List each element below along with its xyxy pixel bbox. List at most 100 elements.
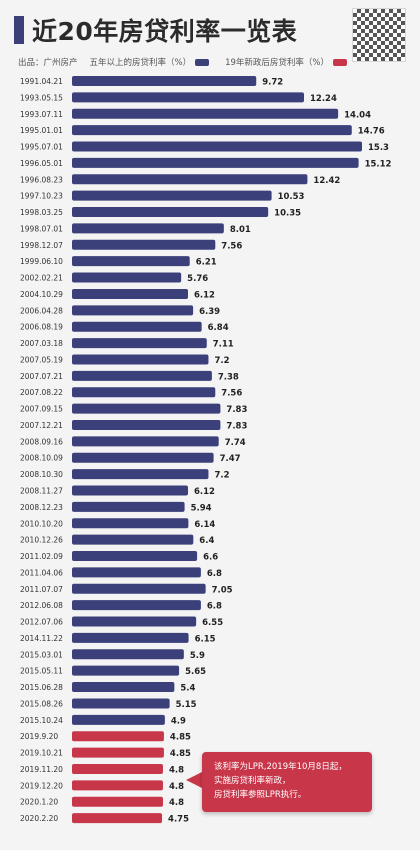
data-label: 5.76 xyxy=(187,274,208,284)
bar xyxy=(72,813,163,824)
data-label: 6.12 xyxy=(194,487,215,497)
bar xyxy=(72,305,194,316)
bar xyxy=(72,321,202,332)
bar xyxy=(72,223,224,234)
data-label: 6.39 xyxy=(199,307,220,317)
bar xyxy=(72,190,272,201)
data-label: 4.85 xyxy=(170,733,191,743)
bar xyxy=(72,649,184,660)
category-label: 2006.04.28 xyxy=(20,306,63,315)
category-label: 1991.04.21 xyxy=(20,77,63,86)
data-label: 7.47 xyxy=(220,454,241,464)
data-label: 5.65 xyxy=(185,667,206,677)
data-label: 15.3 xyxy=(368,143,389,153)
bar xyxy=(72,436,219,447)
callout-line-1: 该利率为LPR,2019年10月8日起， xyxy=(214,762,347,772)
bar xyxy=(72,370,212,381)
bar xyxy=(72,796,163,807)
bar xyxy=(72,501,185,512)
data-label: 7.2 xyxy=(214,356,229,366)
legend-series2-label: 19年新政后房贷利率（%） xyxy=(225,58,329,68)
data-label: 4.8 xyxy=(169,765,184,775)
bar xyxy=(72,387,216,398)
data-label: 6.8 xyxy=(207,569,222,579)
data-label: 7.11 xyxy=(213,340,234,350)
category-label: 1996.05.01 xyxy=(20,159,63,168)
bar xyxy=(72,567,201,578)
data-label: 5.94 xyxy=(191,503,212,513)
category-label: 2008.11.27 xyxy=(20,487,63,496)
data-label: 7.83 xyxy=(226,405,247,415)
category-label: 2019.10.21 xyxy=(20,749,63,758)
bar xyxy=(72,682,175,693)
legend-series2-swatch xyxy=(333,58,347,66)
category-label: 2012.06.08 xyxy=(20,601,63,610)
data-label: 8.01 xyxy=(230,225,251,235)
data-label: 14.76 xyxy=(358,127,385,137)
data-label: 6.84 xyxy=(208,323,229,333)
data-label: 12.24 xyxy=(310,94,337,104)
qr-code-image xyxy=(352,8,406,62)
category-label: 2020.2.20 xyxy=(20,814,58,823)
bar xyxy=(72,763,163,774)
category-label: 2020.1.20 xyxy=(20,798,58,807)
data-label: 6.8 xyxy=(207,602,222,612)
source-label: 出品：广州房产 xyxy=(18,58,78,68)
category-label: 2019.9.20 xyxy=(20,732,58,741)
category-label: 1998.03.25 xyxy=(20,208,63,217)
bar xyxy=(72,354,209,365)
category-label: 2014.11.22 xyxy=(20,634,63,643)
data-label: 5.15 xyxy=(176,700,197,710)
data-label: 7.38 xyxy=(218,372,239,382)
category-label: 2015.08.26 xyxy=(20,699,63,708)
bar xyxy=(72,731,164,742)
bar xyxy=(72,403,221,414)
category-label: 1993.05.15 xyxy=(20,93,63,102)
category-label: 1995.07.01 xyxy=(20,143,63,152)
bar xyxy=(72,665,180,676)
category-label: 2012.07.06 xyxy=(20,618,63,627)
bar xyxy=(72,714,165,725)
category-label: 2011.04.06 xyxy=(20,568,63,577)
bar xyxy=(72,125,352,136)
bar xyxy=(72,92,304,103)
data-label: 7.2 xyxy=(214,471,229,481)
category-label: 2008.12.23 xyxy=(20,503,63,512)
category-label: 2007.07.21 xyxy=(20,372,63,381)
data-label: 7.56 xyxy=(221,389,242,399)
category-label: 2015.06.28 xyxy=(20,683,63,692)
category-label: 2015.10.24 xyxy=(20,716,63,725)
bar xyxy=(72,452,214,463)
data-label: 7.05 xyxy=(212,585,233,595)
bar xyxy=(72,551,198,562)
category-label: 2007.08.22 xyxy=(20,388,63,397)
category-label: 2015.05.11 xyxy=(20,667,63,676)
data-label: 5.9 xyxy=(190,651,205,661)
category-label: 2007.12.21 xyxy=(20,421,63,430)
data-label: 4.75 xyxy=(168,815,189,825)
category-label: 2007.03.18 xyxy=(20,339,63,348)
category-label: 1998.07.01 xyxy=(20,224,63,233)
data-label: 12.42 xyxy=(313,176,340,186)
bar xyxy=(72,288,188,299)
bar xyxy=(72,141,362,152)
bar xyxy=(72,338,207,349)
data-label: 10.35 xyxy=(274,209,301,219)
bar xyxy=(72,108,339,119)
bar xyxy=(72,174,308,185)
category-label: 2008.10.30 xyxy=(20,470,63,479)
bar xyxy=(72,600,201,611)
callout-line-2: 实施房贷利率新政， xyxy=(214,776,291,786)
category-label: 1995.01.01 xyxy=(20,126,63,135)
bar xyxy=(72,76,257,86)
data-label: 10.53 xyxy=(278,192,305,202)
bar xyxy=(72,469,209,480)
data-label: 9.72 xyxy=(262,78,283,88)
data-label: 14.04 xyxy=(344,110,371,120)
data-label: 6.4 xyxy=(199,536,214,546)
bar xyxy=(72,780,163,791)
data-label: 7.83 xyxy=(226,421,247,431)
data-label: 5.4 xyxy=(180,684,195,694)
callout-line-3: 房贷利率参照LPR执行。 xyxy=(214,790,307,800)
